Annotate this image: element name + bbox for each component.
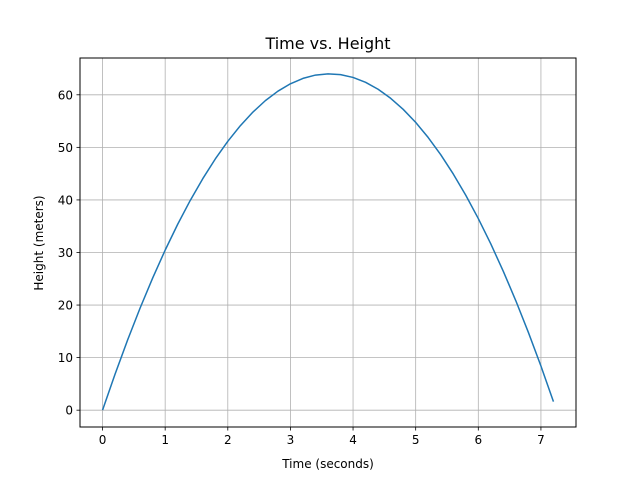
y-tick-label: 10 (58, 351, 73, 365)
x-tick-label: 1 (161, 433, 169, 447)
x-tick-label: 5 (412, 433, 420, 447)
x-axis-ticks: 0 1 2 3 4 5 6 7 (99, 427, 545, 447)
y-axis-label: Height (meters) (32, 195, 46, 290)
y-tick-label: 0 (65, 404, 73, 418)
x-tick-label: 3 (287, 433, 295, 447)
x-tick-label: 7 (537, 433, 545, 447)
x-tick-label: 4 (349, 433, 357, 447)
x-axis-label: Time (seconds) (281, 457, 374, 471)
y-tick-label: 20 (58, 299, 73, 313)
x-tick-label: 6 (474, 433, 482, 447)
y-tick-label: 60 (58, 88, 73, 102)
y-tick-label: 30 (58, 246, 73, 260)
x-tick-label: 2 (224, 433, 232, 447)
y-tick-label: 50 (58, 141, 73, 155)
y-axis-ticks: 0 10 20 30 40 50 60 (58, 88, 80, 418)
y-tick-label: 40 (58, 193, 73, 207)
series-line (101, 73, 555, 411)
grid-lines (80, 58, 576, 427)
plot-area-frame (79, 57, 577, 428)
chart-title: Time vs. Height (264, 34, 390, 53)
x-tick-label: 0 (99, 433, 107, 447)
